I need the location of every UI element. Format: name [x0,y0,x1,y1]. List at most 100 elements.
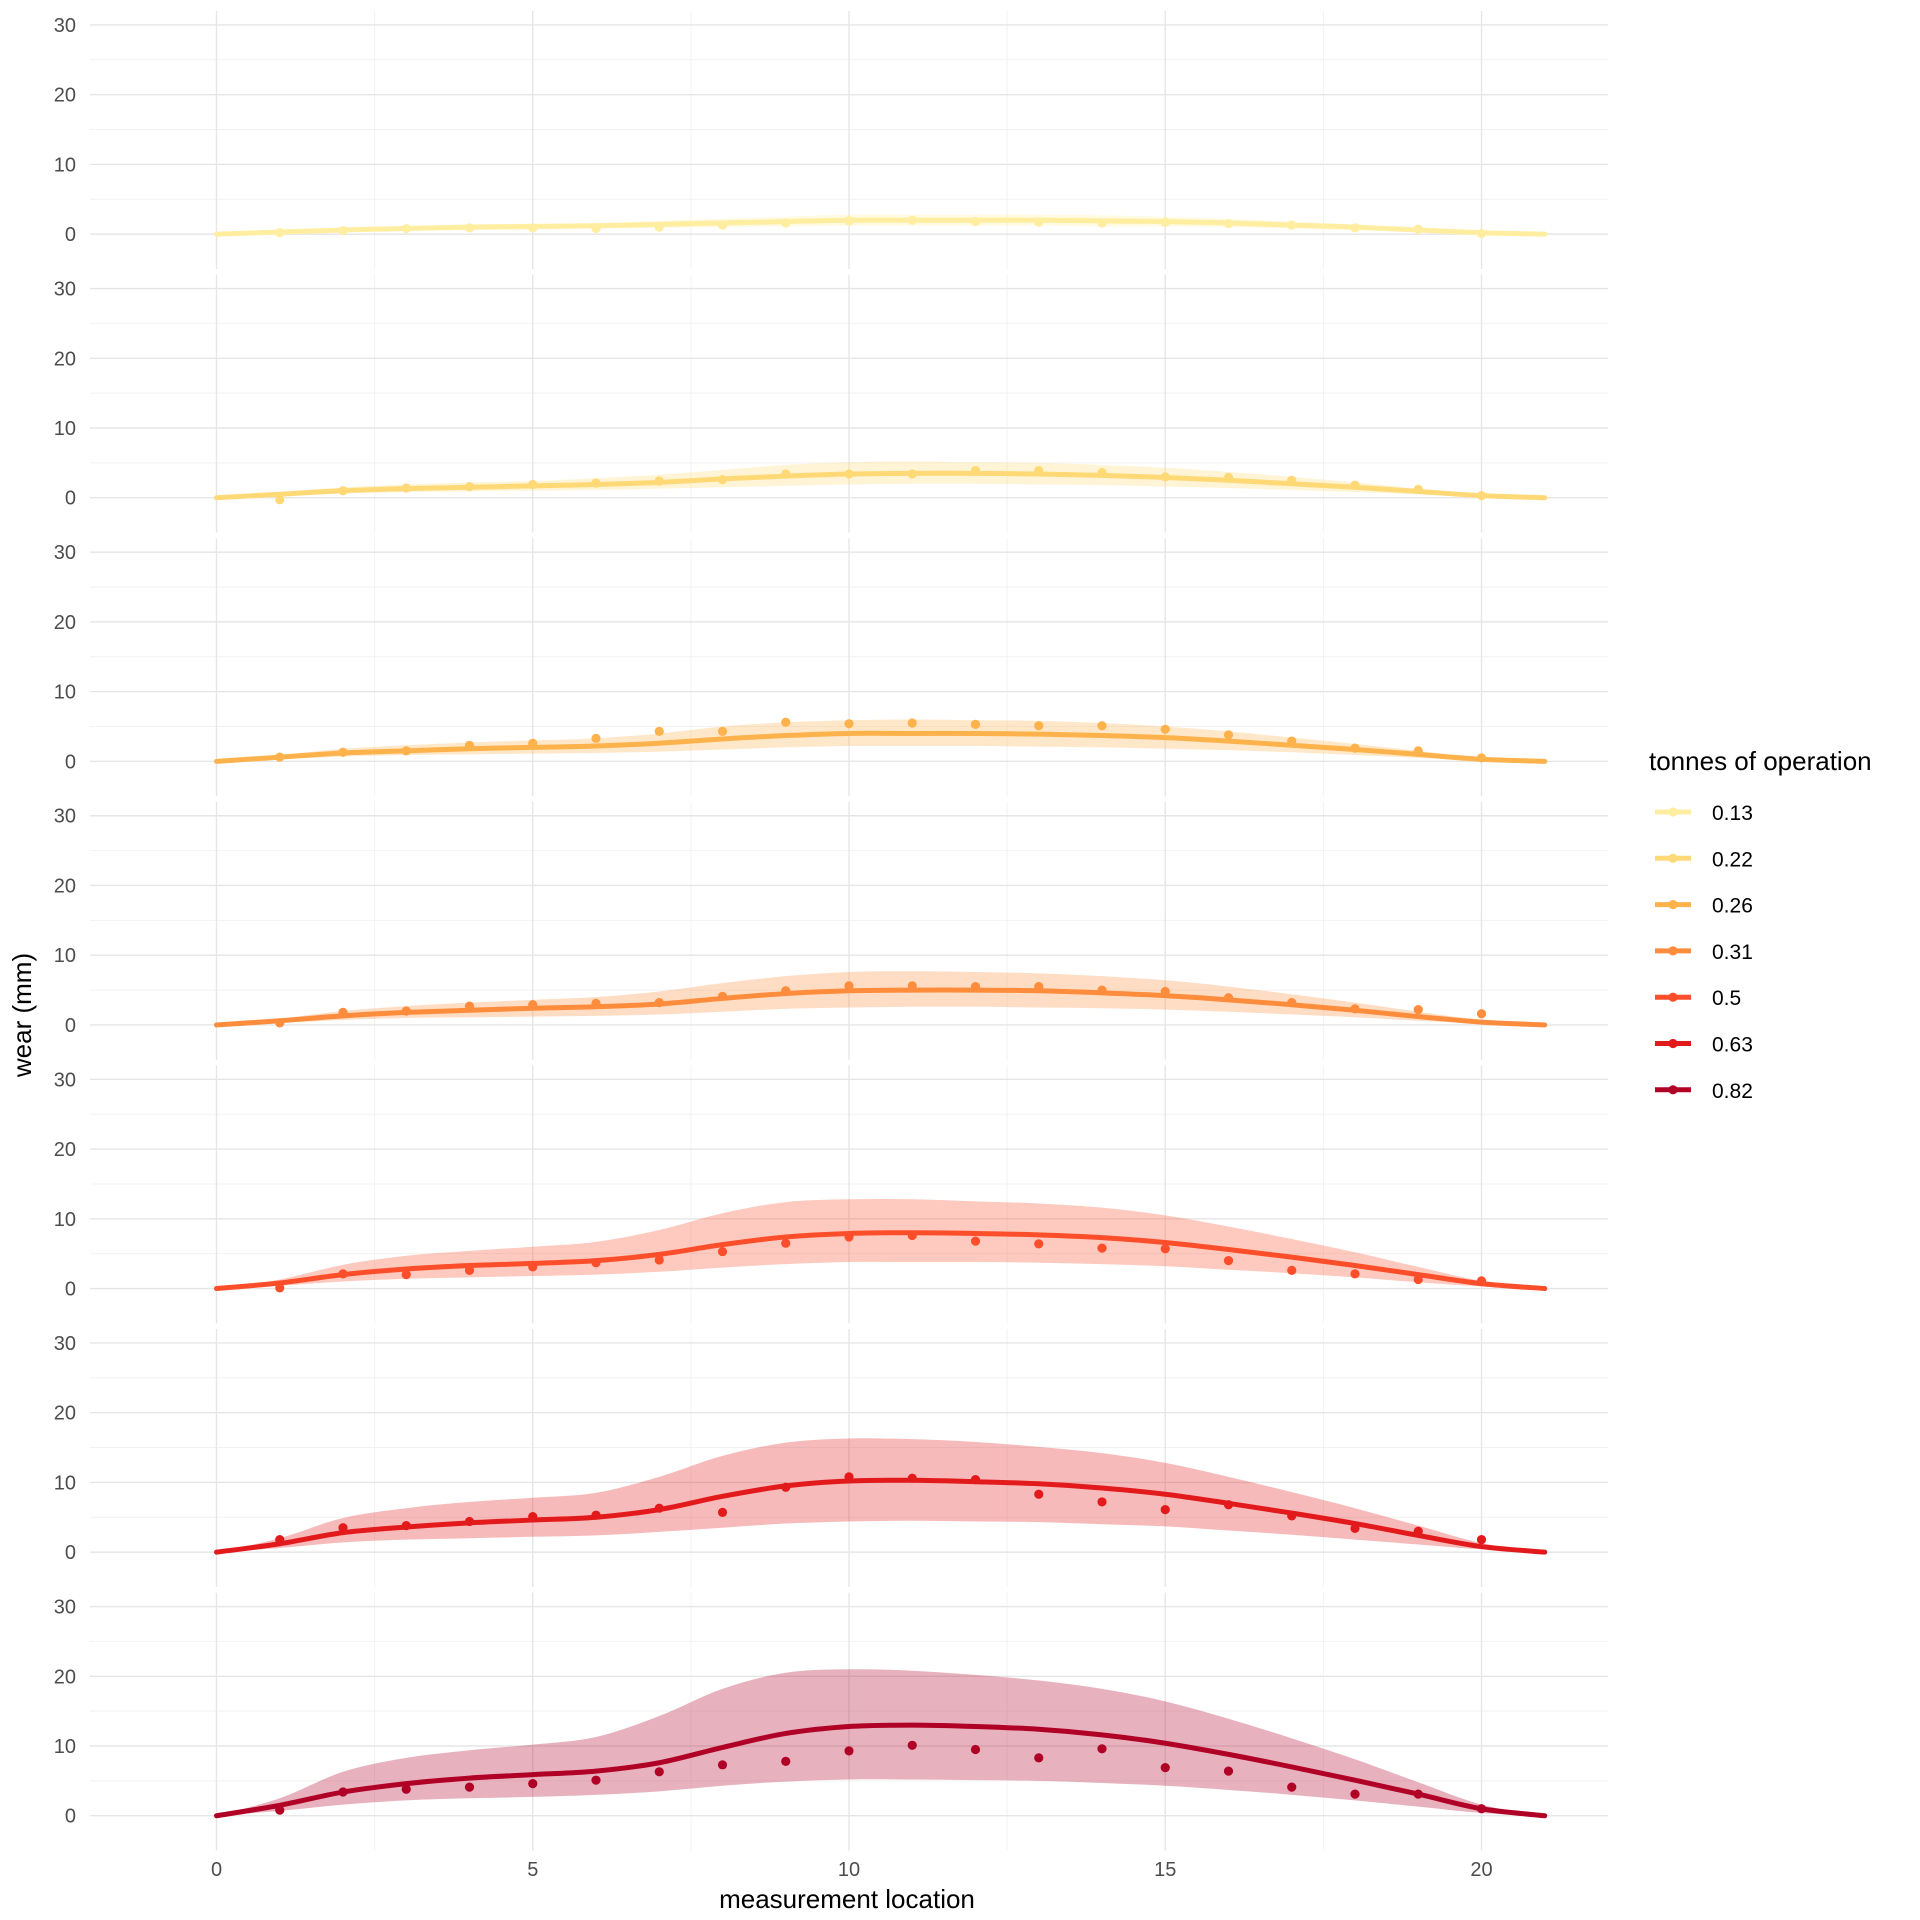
data-point [401,483,411,493]
panel-grid [90,1592,1608,1851]
data-point [970,1744,981,1755]
data-point [781,469,791,479]
y-tick-label: 20 [54,1139,76,1161]
x-tick-label: 15 [1154,1859,1176,1881]
legend-item-0.26: 0.26 [1655,895,1753,918]
data-point [591,998,601,1008]
x-tick-label: 10 [838,1859,860,1881]
y-tick-label: 10 [54,154,76,176]
data-point [1413,746,1423,756]
data-point [1160,724,1170,734]
data-point [1476,1534,1487,1545]
y-tick-label: 20 [54,85,76,107]
data-point [528,1262,538,1272]
data-point [1350,480,1360,490]
data-point [338,1269,348,1279]
data-point [907,718,917,728]
data-point [528,479,538,490]
data-point [528,1779,538,1789]
x-axis: 0 5 10 15 20 [211,1859,1493,1881]
y-tick-label: 0 [65,1542,76,1564]
legend-item-0.82: 0.82 [1655,1080,1753,1103]
legend-key-point [1668,807,1678,817]
legend-key-point [1668,900,1678,910]
panel-0.5: 0 10 20 30 [54,1065,1608,1324]
fit-line [214,730,1548,764]
confidence-ribbon [216,971,1545,1025]
data-point [717,1507,728,1517]
data-point [591,478,601,488]
data-point [591,1258,601,1268]
data-point [781,1238,791,1248]
panel-grid [90,11,1608,269]
data-point [1034,721,1044,731]
fit-line [214,987,1548,1028]
data-point [275,495,285,505]
data-point [1476,228,1487,239]
data-point [401,223,411,234]
data-point [1476,1009,1487,1019]
data-point [1476,1276,1487,1286]
data-point [717,1246,728,1257]
legend-label: 0.82 [1712,1080,1753,1103]
data-point [338,747,348,757]
fit-line [214,1722,1548,1819]
confidence-ribbon [216,214,1545,235]
panel-0.82: 0 10 20 30 [54,1592,1608,1851]
confidence-ribbon [216,461,1545,498]
data-point [654,476,664,486]
y-tick-label: 20 [54,612,76,634]
data-point [528,738,538,748]
panel-grid [90,1065,1608,1324]
panel-grid [90,274,1608,533]
data-point [1476,753,1487,763]
y-tick-label: 0 [65,224,76,246]
data-point [654,998,664,1008]
data-point [1097,218,1107,228]
panel-0.13: 0 10 20 30 [54,11,1608,269]
data-point [1034,465,1044,476]
data-point [1034,1239,1044,1249]
data-point [275,1534,285,1545]
fit-line [214,1230,1548,1292]
data-point [275,228,285,238]
panel-0.22: 0 10 20 30 [54,274,1608,533]
data-point [1350,1523,1360,1534]
data-point [591,1775,601,1785]
data-point [1413,1526,1423,1536]
data-point [1223,1766,1234,1776]
data-point [654,1255,664,1265]
fit-line [214,217,1548,237]
y-tick-label: 0 [65,1279,76,1301]
data-point [1223,730,1234,740]
legend-item-0.31: 0.31 [1655,941,1753,964]
data-point [464,1782,475,1792]
confidence-ribbon [216,1438,1545,1553]
data-point [464,1516,475,1527]
legend-label: 0.22 [1712,848,1753,871]
legend-item-0.22: 0.22 [1655,848,1753,871]
data-point [1413,224,1423,234]
data-point [401,1784,411,1794]
legend-item-0.63: 0.63 [1655,1034,1753,1057]
data-point [844,1232,854,1242]
data-point [654,222,664,232]
confidence-ribbon [216,719,1545,762]
data-point [464,1265,475,1276]
panel-0.26: 0 10 20 30 [54,538,1608,797]
data-point [654,1767,664,1777]
data-point [907,215,917,225]
data-point [844,469,854,479]
data-point [338,1787,348,1797]
x-tick-label: 0 [211,1859,222,1881]
data-point [1287,1265,1297,1276]
data-point [1287,220,1297,230]
data-point [1350,223,1360,233]
data-point [591,223,601,234]
data-point [1097,1243,1107,1253]
legend-item-0.5: 0.5 [1655,987,1741,1010]
data-point [970,465,981,476]
data-point [1097,1497,1107,1507]
data-point [1097,1744,1107,1754]
data-point [844,981,854,991]
